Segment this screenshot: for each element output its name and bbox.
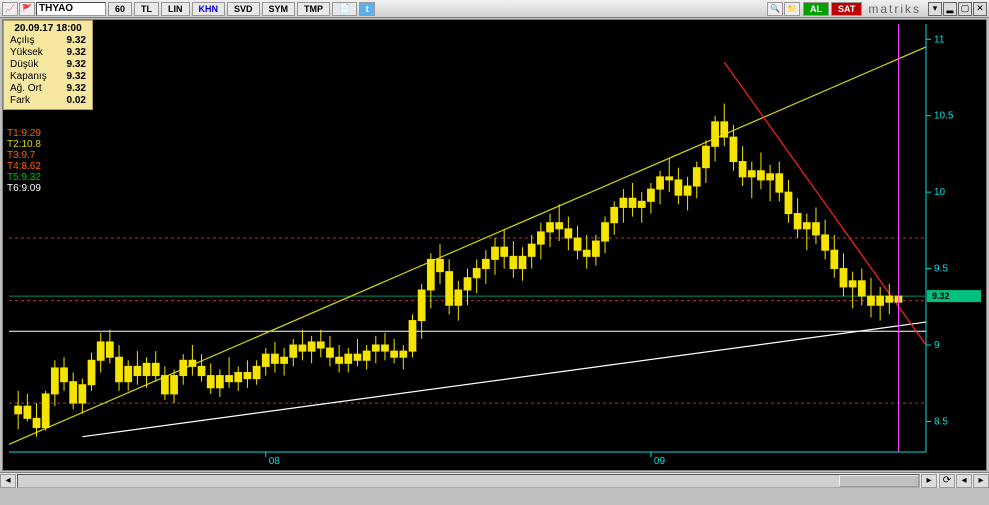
bottom-scrollbar: ◂ ▸ ⟳ ◂ ▸ — [0, 472, 989, 488]
svg-text:08: 08 — [269, 456, 281, 467]
sym-button[interactable]: SYM — [262, 2, 296, 16]
ohlc-label: Açılış — [10, 35, 34, 47]
brand-label: matriks — [868, 2, 921, 16]
svd-button[interactable]: SVD — [227, 2, 260, 16]
ohlc-value: 9.32 — [67, 47, 86, 59]
chart-icon[interactable]: 📈 — [2, 2, 18, 16]
refresh-icon[interactable]: ⟳ — [939, 474, 955, 488]
chart-svg: 8.5 9 9.5 10 10.5 11 08 09 9.32 — [3, 20, 986, 470]
scroll-track[interactable] — [17, 474, 920, 488]
target-panel: T1:9.29T2:10.8T3:9.7T4:8.62T5:9.32T6:9.0… — [7, 128, 41, 194]
ohlc-value: 0.02 — [67, 95, 86, 107]
khn-button[interactable]: KHN — [192, 2, 226, 16]
al-button[interactable]: AL — [803, 2, 829, 16]
nav-next-icon[interactable]: ▸ — [973, 474, 989, 488]
tmp-button[interactable]: TMP — [297, 2, 330, 16]
svg-text:11: 11 — [934, 34, 945, 45]
ohlc-row: Düşük 9.32 — [10, 59, 86, 71]
ohlc-value: 9.32 — [67, 59, 86, 71]
ohlc-row: Kapanış 9.32 — [10, 71, 86, 83]
target-row: T1:9.29 — [7, 128, 41, 139]
period-button[interactable]: 60 — [108, 2, 132, 16]
svg-text:8.5: 8.5 — [934, 416, 948, 427]
ohlc-label: Kapanış — [10, 71, 47, 83]
dropdown-icon[interactable]: ▾ — [928, 2, 942, 16]
doc-icon[interactable]: 📄 — [332, 2, 357, 16]
ohlc-label: Yüksek — [10, 47, 43, 59]
minimize-icon[interactable]: ▂ — [943, 2, 957, 16]
ohlc-value: 9.32 — [67, 83, 86, 95]
svg-text:10.5: 10.5 — [934, 111, 954, 122]
target-row: T2:10.8 — [7, 139, 41, 150]
ohlc-row: Açılış 9.32 — [10, 35, 86, 47]
lin-button[interactable]: LIN — [161, 2, 190, 16]
search-icon[interactable]: 🔍 — [767, 2, 783, 16]
flag-icon[interactable]: 🚩 — [19, 2, 35, 16]
svg-text:09: 09 — [654, 456, 666, 467]
tl-button[interactable]: TL — [134, 2, 159, 16]
svg-text:9.5: 9.5 — [934, 264, 948, 275]
svg-text:9.32: 9.32 — [932, 291, 950, 301]
scroll-right-icon[interactable]: ▸ — [921, 474, 937, 488]
maximize-icon[interactable]: ▢ — [958, 2, 972, 16]
twitter-icon[interactable]: t — [359, 2, 375, 16]
top-toolbar: 📈 🚩 60 TL LIN KHN SVD SYM TMP 📄 t 🔍 📁 AL… — [0, 0, 989, 18]
close-icon[interactable]: ✕ — [973, 2, 987, 16]
ohlc-value: 9.32 — [67, 35, 86, 47]
ohlc-row: Yüksek 9.32 — [10, 47, 86, 59]
target-row: T6:9.09 — [7, 183, 41, 194]
ohlc-row: Ağ. Ort 9.32 — [10, 83, 86, 95]
sat-button[interactable]: SAT — [831, 2, 862, 16]
ohlc-label: Düşük — [10, 59, 38, 71]
ohlc-label: Fark — [10, 95, 30, 107]
svg-text:10: 10 — [934, 187, 946, 198]
folder-icon[interactable]: 📁 — [784, 2, 800, 16]
scroll-left-icon[interactable]: ◂ — [0, 474, 16, 488]
ohlc-label: Ağ. Ort — [10, 83, 42, 95]
target-row: T5:9.32 — [7, 172, 41, 183]
chart-area[interactable]: 8.5 9 9.5 10 10.5 11 08 09 9.32 20.09.17 18:00 A… — [2, 19, 987, 471]
ohlc-datetime: 20.09.17 18:00 — [10, 23, 86, 35]
scroll-thumb[interactable] — [839, 475, 919, 487]
ohlc-row: Fark 0.02 — [10, 95, 86, 107]
ohlc-panel: 20.09.17 18:00 Açılış9.32Yüksek9.32Düşük… — [3, 20, 93, 110]
symbol-input[interactable] — [36, 2, 106, 16]
nav-prev-icon[interactable]: ◂ — [956, 474, 972, 488]
svg-text:9: 9 — [934, 340, 940, 351]
target-row: T3:9.7 — [7, 150, 41, 161]
ohlc-value: 9.32 — [67, 71, 86, 83]
target-row: T4:8.62 — [7, 161, 41, 172]
